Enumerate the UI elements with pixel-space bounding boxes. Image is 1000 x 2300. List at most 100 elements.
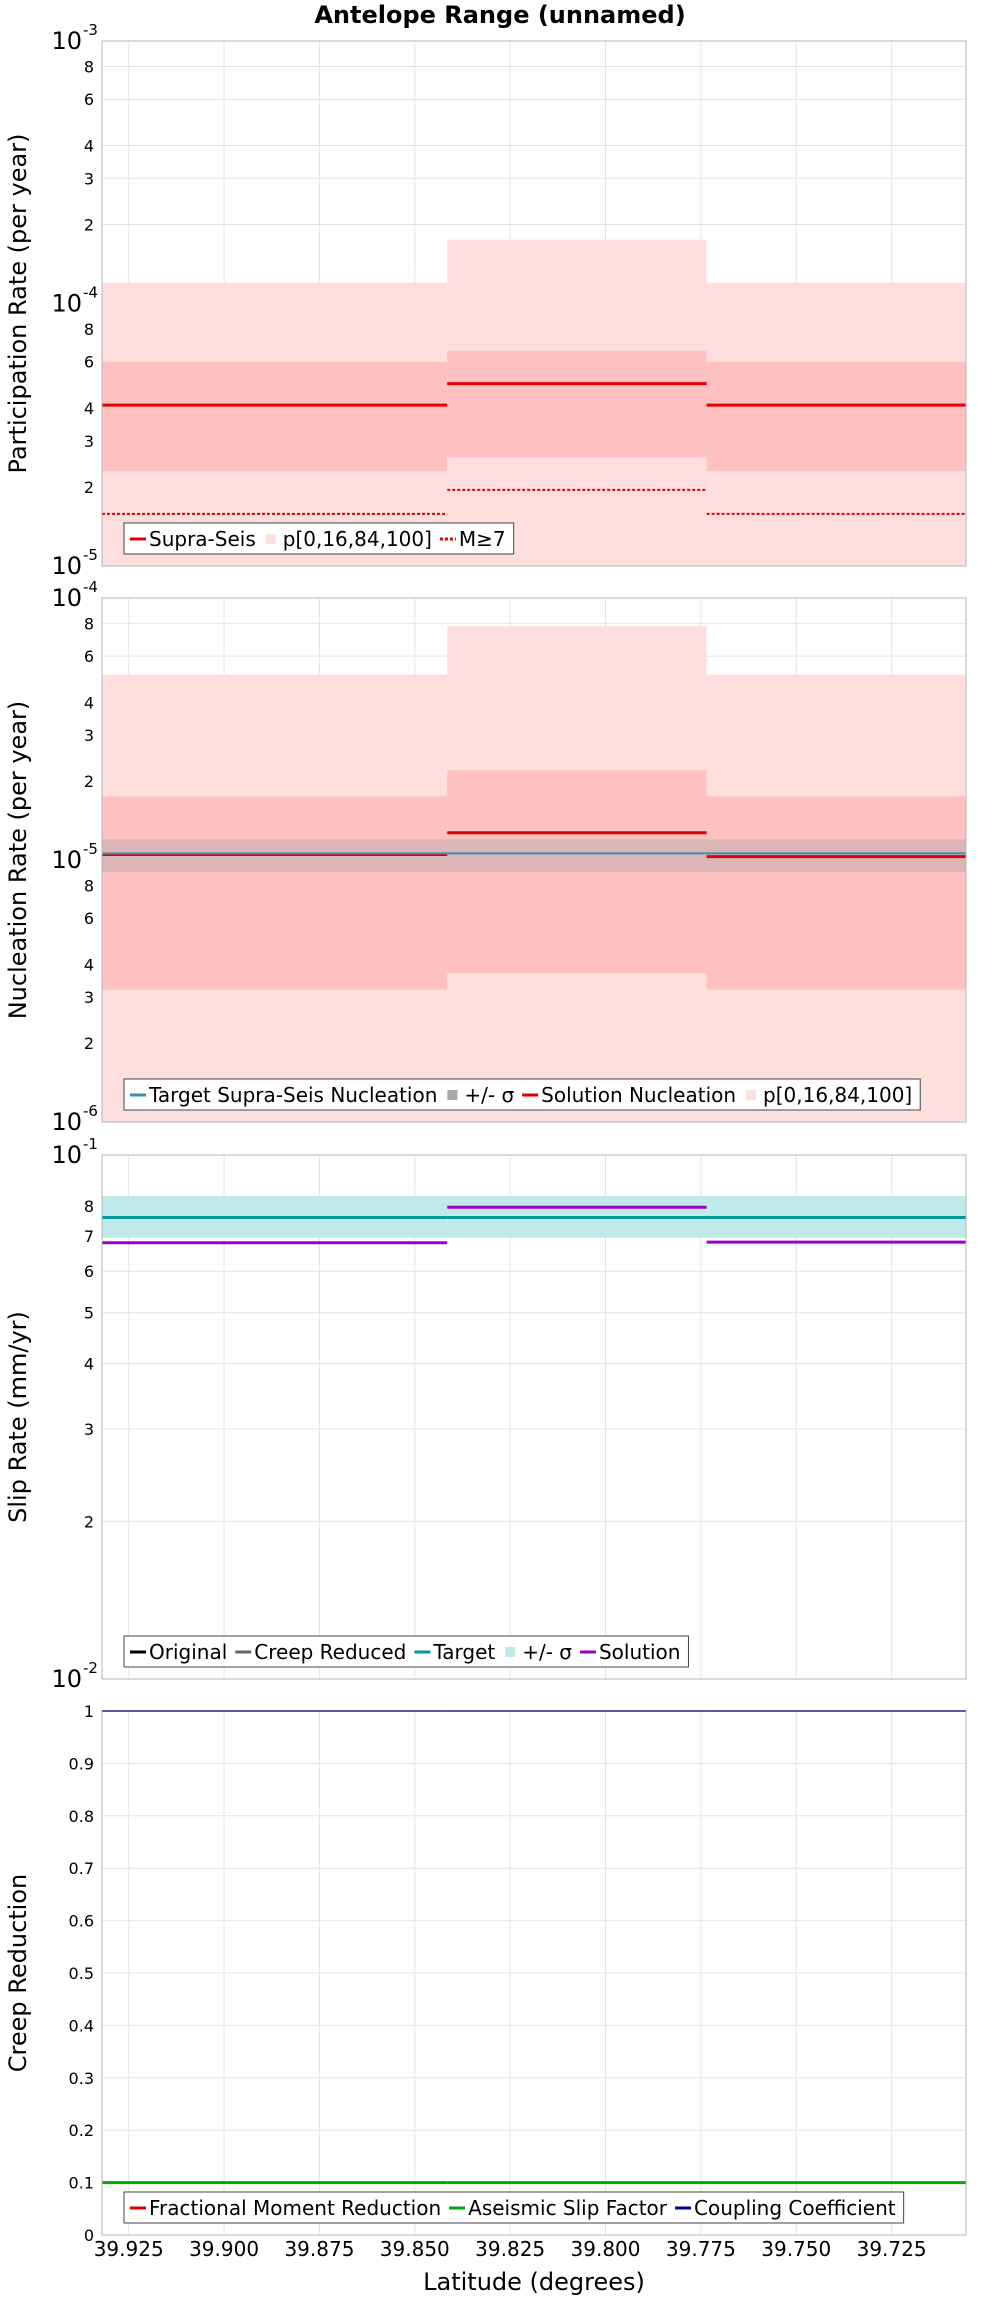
legend-box [123, 1078, 921, 1111]
y-tick-label: 0.4 [69, 2016, 94, 2035]
chart-title: Antelope Range (unnamed) [314, 1, 685, 29]
panel-creep: 1 0.9 0.8 0.7 0.6 0.5 0.4 0.3 0.2 0.1 0 Creep Reduc… [4, 1702, 967, 2245]
band-1-section-2 [706, 361, 966, 472]
legend-label: Solution [599, 1640, 680, 1664]
y-tick-exponent: -5 [83, 546, 98, 564]
y-tick-exponent: -4 [83, 284, 98, 302]
x-axis: Latitude (degrees) 39.925 39.900 39.875 39.… [94, 2237, 927, 2296]
legend-item: Supra-Seis [130, 527, 256, 551]
y-tick-label: 0 [84, 2226, 94, 2245]
y-axis-label: Nucleation Rate (per year) [4, 701, 32, 1020]
y-tick-exponent: -3 [83, 21, 98, 39]
y-tick-label: 0.9 [69, 1754, 94, 1773]
y-tick-label: 8 [84, 614, 94, 633]
band-1-section-2 [706, 796, 966, 990]
y-axis-label: Slip Rate (mm/yr) [4, 1311, 32, 1523]
band-2-section-1 [447, 839, 707, 872]
band-1-section-1 [447, 770, 707, 974]
y-tick-label: 8 [84, 1197, 94, 1216]
legend-item: +/- σ [505, 1640, 572, 1664]
legend-label: Creep Reduced [254, 1640, 406, 1664]
y-tick-label: 2 [84, 215, 94, 234]
legend: Original Creep Reduced Target +/- σ Solution [123, 1635, 689, 1668]
legend-label: Original [149, 1640, 227, 1664]
y-tick-label: 3 [84, 726, 94, 745]
x-tick-label: 39.800 [571, 2237, 641, 2261]
y-tick-label: 10 [51, 846, 82, 874]
legend: Supra-Seis p[0,16,84,100] M≥7 [123, 522, 515, 555]
legend-box [123, 522, 515, 555]
band-1-section-1 [447, 350, 707, 458]
legend-label: +/- σ [464, 1083, 514, 1107]
legend-item: Solution [579, 1640, 680, 1664]
y-tick-label: 8 [84, 876, 94, 895]
y-tick-label: 0.8 [69, 1807, 94, 1826]
y-tick-label: 3 [84, 169, 94, 188]
legend-label: Solution Nucleation [541, 1083, 736, 1107]
x-tick-label: 39.900 [189, 2237, 259, 2261]
plot-frame [101, 40, 967, 567]
y-tick-label: 0.2 [69, 2121, 94, 2140]
y-tick-exponent: -6 [83, 1102, 98, 1120]
y-tick-label: 4 [84, 955, 94, 974]
y-tick-label: 10 [51, 290, 82, 318]
y-tick-exponent: -2 [83, 1659, 98, 1677]
y-tick-label: 6 [84, 909, 94, 928]
y-tick-label: 0.1 [69, 2174, 94, 2193]
x-tick-label: 39.750 [761, 2237, 831, 2261]
legend-label: Target [432, 1640, 495, 1664]
legend: Fractional Moment Reduction Aseismic Slip… [123, 2191, 905, 2224]
legend-item: Aseismic Slip Factor [449, 2196, 668, 2220]
y-tick-label: 4 [84, 693, 94, 712]
y-tick-exponent: -4 [83, 578, 98, 596]
legend-label: Supra-Seis [149, 527, 256, 551]
y-tick-label: 4 [84, 1355, 94, 1374]
y-tick-label: 5 [84, 1304, 94, 1323]
legend-label: +/- σ [522, 1640, 572, 1664]
legend-label: Fractional Moment Reduction [149, 2196, 441, 2220]
y-tick-label: 3 [84, 1420, 94, 1439]
y-tick-label: 6 [84, 1262, 94, 1281]
legend-item: M≥7 [439, 527, 506, 551]
y-tick-label: 8 [84, 320, 94, 339]
y-tick-label: 2 [84, 1512, 94, 1531]
y-tick-label: 10 [51, 1141, 82, 1169]
legend-item: Coupling Coefficient [675, 2196, 896, 2220]
y-tick-label: 3 [84, 432, 94, 451]
x-tick-label: 39.850 [380, 2237, 450, 2261]
legend: Target Supra-Seis Nucleation +/- σ Solutio… [123, 1078, 921, 1111]
y-tick-label: 0.5 [69, 1964, 94, 1983]
legend-item: +/- σ [447, 1083, 514, 1107]
legend-swatch-box [746, 1090, 757, 1100]
legend-label: Coupling Coefficient [694, 2196, 896, 2220]
y-tick-label: 0.6 [69, 1912, 94, 1931]
plot-frame [101, 597, 967, 1123]
legend-item: Original [130, 1640, 227, 1664]
legend-label: Aseismic Slip Factor [468, 2196, 668, 2220]
legend-item: p[0,16,84,100] [265, 527, 432, 551]
legend-item: Target Supra-Seis Nucleation [130, 1083, 437, 1107]
y-tick-label: 10 [51, 27, 82, 55]
legend-swatch-box [505, 1647, 516, 1657]
legend-label: Target Supra-Seis Nucleation [148, 1083, 437, 1107]
y-tick-label: 10 [51, 552, 82, 580]
y-tick-label: 3 [84, 988, 94, 1007]
legend-label: M≥7 [459, 527, 506, 551]
y-tick-exponent: -1 [83, 1135, 98, 1153]
legend-item: Solution Nucleation [522, 1083, 736, 1107]
plot-frame [101, 1710, 967, 2236]
legend-swatch-box [265, 534, 276, 544]
legend-item: Fractional Moment Reduction [130, 2196, 441, 2220]
y-tick-label: 10 [51, 1108, 82, 1136]
band-1-section-0 [102, 361, 448, 472]
x-tick-label: 39.925 [94, 2237, 164, 2261]
x-tick-label: 39.825 [475, 2237, 545, 2261]
y-tick-label: 2 [84, 478, 94, 497]
y-tick-label: 4 [84, 136, 94, 155]
x-tick-label: 39.775 [666, 2237, 736, 2261]
